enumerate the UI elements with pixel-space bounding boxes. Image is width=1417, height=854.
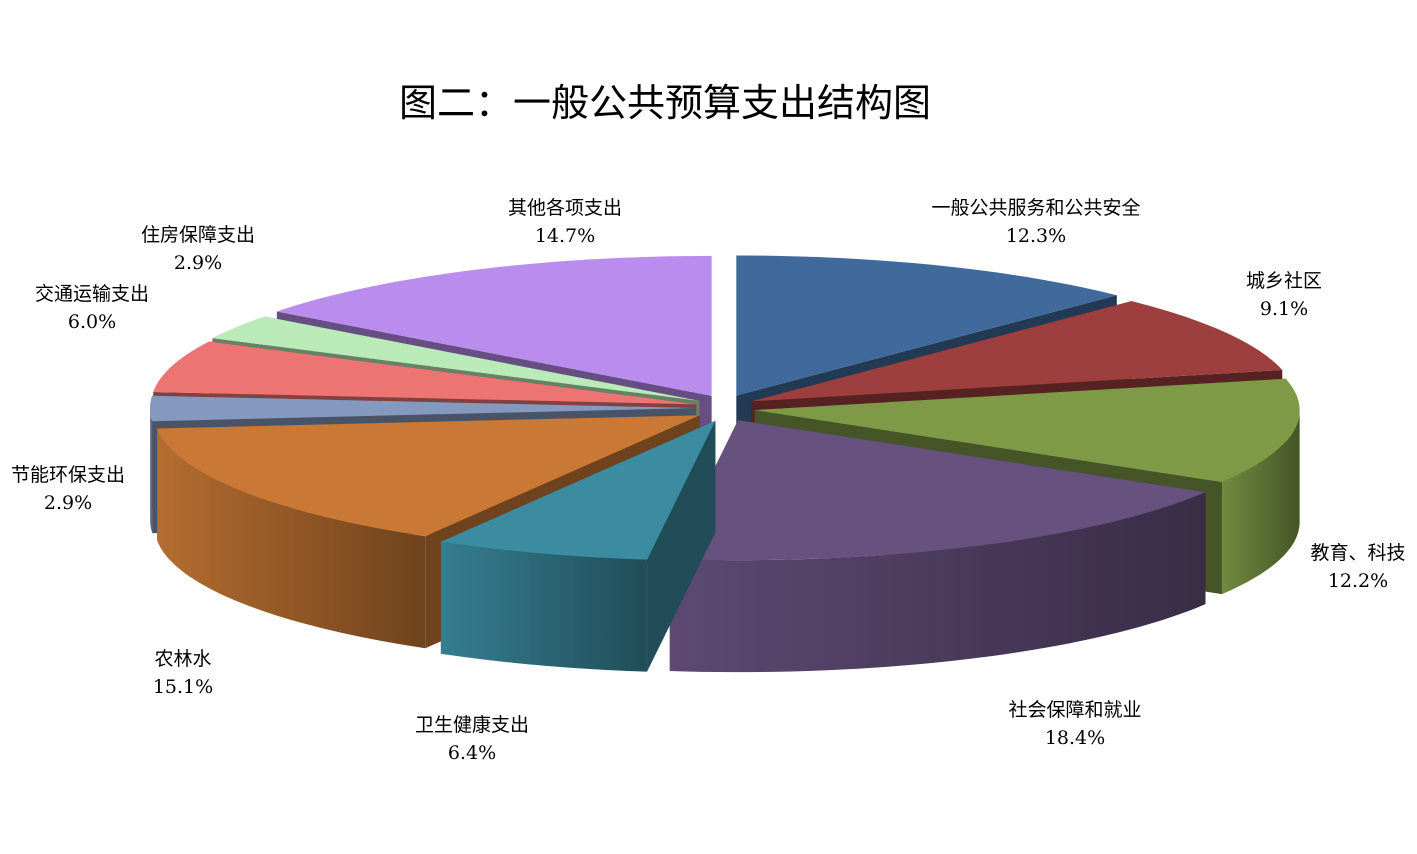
data-label: 交通运输支出 6.0% bbox=[34, 283, 150, 333]
data-label: 农林水 15.1% bbox=[152, 648, 214, 698]
pie-slice bbox=[150, 395, 696, 422]
data-label: 一般公共服务和公共安全 12.3% bbox=[931, 197, 1141, 247]
pie-slice bbox=[736, 255, 1117, 396]
data-label: 其他各项支出 14.7% bbox=[507, 197, 623, 247]
pie-slice bbox=[751, 301, 1283, 402]
data-label: 教育、科技 12.2% bbox=[1310, 542, 1406, 592]
data-label: 城乡社区 9.1% bbox=[1245, 270, 1323, 320]
pie-slice bbox=[440, 420, 716, 560]
slice-outer-wall bbox=[1221, 410, 1300, 595]
pie-slice bbox=[669, 420, 1206, 561]
data-label: 卫生健康支出 6.4% bbox=[414, 714, 530, 764]
pie-slice bbox=[153, 341, 697, 405]
pie-slice bbox=[157, 415, 700, 537]
slice-outer-wall bbox=[440, 541, 648, 672]
slice-outer-wall bbox=[157, 428, 426, 649]
chart-title: 图二：一般公共预算支出结构图 bbox=[398, 81, 931, 125]
data-label: 住房保障支出 2.9% bbox=[140, 224, 256, 274]
slice-outer-wall bbox=[150, 408, 153, 534]
slice-outer-wall bbox=[669, 492, 1206, 673]
pie-slice bbox=[212, 316, 700, 401]
pie-slice bbox=[754, 378, 1300, 483]
data-label: 节能环保支出 2.9% bbox=[10, 464, 126, 514]
data-label: 社会保障和就业 18.4% bbox=[1008, 699, 1142, 749]
pie-slice bbox=[276, 255, 712, 396]
